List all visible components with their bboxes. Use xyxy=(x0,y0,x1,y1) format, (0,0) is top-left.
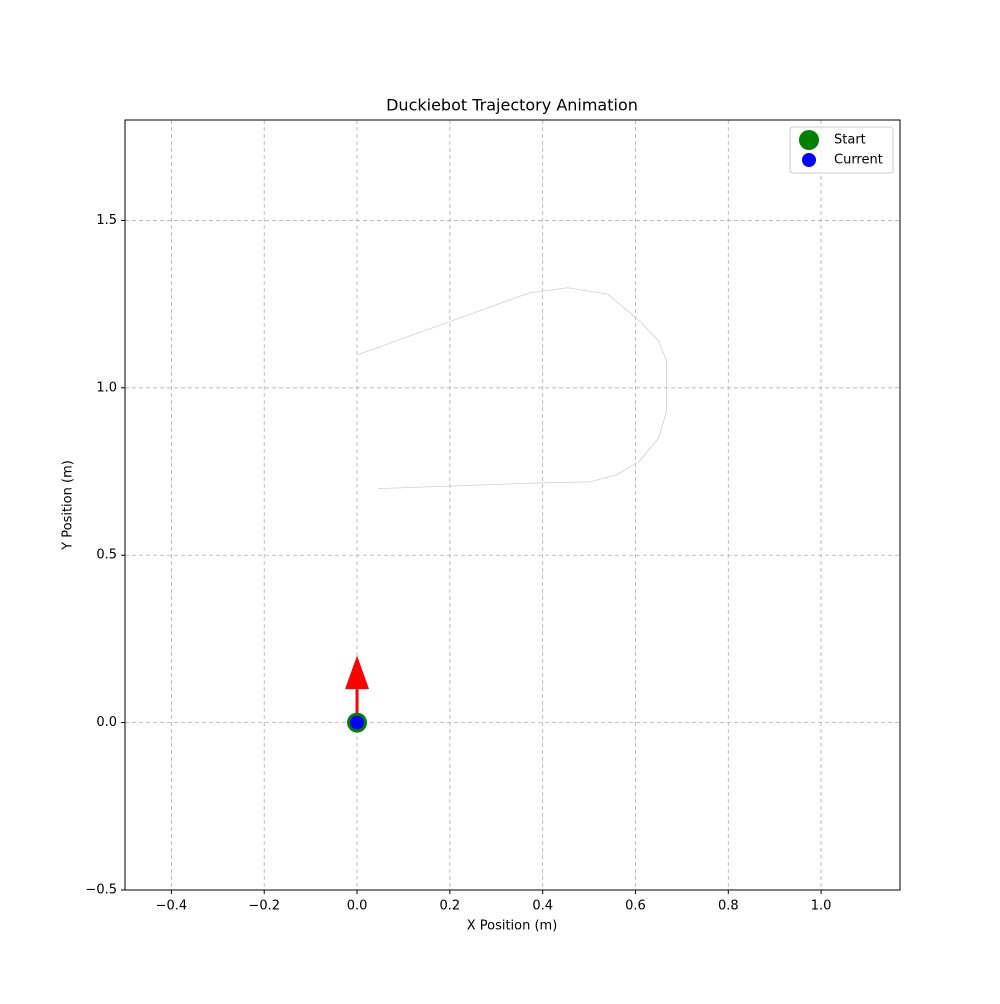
point xyxy=(350,715,365,730)
x-tick-label: 0.4 xyxy=(532,899,553,914)
trajectory-line xyxy=(356,287,667,489)
arrow-head xyxy=(345,655,370,690)
y-axis-label: Y Position (m) xyxy=(61,460,76,551)
x-tick-label: 0.8 xyxy=(718,899,739,914)
x-tick-label: 1.0 xyxy=(811,899,832,914)
y-tick-label: 1.5 xyxy=(96,213,117,228)
legend-marker xyxy=(799,130,819,150)
y-tick-label: 1.0 xyxy=(96,380,117,395)
y-tick-label: 0.0 xyxy=(96,715,117,730)
x-axis-label: X Position (m) xyxy=(467,919,558,934)
chart-title: Duckiebot Trajectory Animation xyxy=(386,96,638,115)
legend-label: Start xyxy=(834,133,866,148)
x-tick-label: 0.0 xyxy=(347,899,368,914)
x-tick-label: −0.4 xyxy=(156,899,188,914)
x-tick-label: 0.6 xyxy=(625,899,646,914)
x-tick-label: 0.2 xyxy=(440,899,461,914)
legend-label: Current xyxy=(834,153,883,168)
x-tick-label: −0.2 xyxy=(248,899,280,914)
legend-marker xyxy=(802,153,816,167)
plot-frame xyxy=(124,119,901,891)
y-tick-label: −0.5 xyxy=(85,883,117,898)
y-tick-label: 0.5 xyxy=(96,548,117,563)
